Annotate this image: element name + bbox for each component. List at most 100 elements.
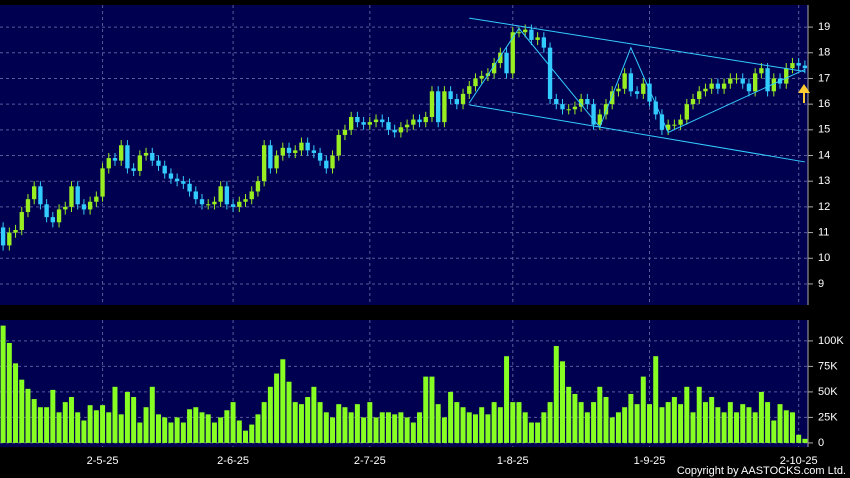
y-tick-label: 9 [818, 278, 824, 290]
x-tick-label: 2-7-25 [354, 455, 386, 467]
candle-body [243, 199, 248, 202]
x-tick-label: 2-10-25 [780, 455, 818, 467]
volume-bar [261, 402, 267, 443]
volume-bar [311, 386, 317, 443]
candle-body [771, 78, 776, 92]
volume-bar [435, 404, 441, 443]
candle-body [7, 232, 12, 246]
volume-bar [100, 405, 106, 443]
candle-body [63, 206, 68, 210]
volume-bar [230, 402, 236, 443]
candle-body [653, 101, 658, 115]
volume-bar [274, 373, 280, 443]
volume-bar [479, 407, 485, 443]
candle-body [572, 106, 578, 110]
candle-body [94, 196, 99, 202]
candle-body [541, 37, 547, 48]
volume-bar [342, 407, 348, 443]
candle-body [13, 230, 18, 233]
volume-bar [0, 325, 6, 443]
candle-body [523, 29, 528, 33]
volume-bar [112, 386, 118, 443]
volume-bar [535, 422, 541, 443]
candle-body [193, 191, 198, 200]
volume-bar [180, 422, 186, 443]
volume-bar [628, 393, 634, 443]
volume-bar [305, 397, 311, 443]
candle-body [174, 178, 180, 182]
volume-bar [640, 376, 646, 443]
candle-body [510, 32, 515, 74]
candle-body [647, 83, 652, 102]
candle-body [143, 152, 149, 156]
candle-body [417, 119, 422, 123]
y-tick-label: 10 [818, 252, 830, 264]
candle-body [560, 104, 565, 110]
candle-body [759, 68, 764, 74]
volume-bar [243, 430, 248, 443]
volume-bar [603, 397, 609, 443]
volume-bar [615, 412, 621, 443]
volume-bar [553, 346, 559, 443]
candle-body [659, 114, 665, 130]
candle-body [230, 204, 236, 207]
volume-bar [106, 412, 112, 443]
volume-bar [330, 417, 336, 443]
candle-body [404, 124, 410, 128]
candle-body [610, 91, 615, 105]
candle-body [150, 152, 155, 161]
candle-body [212, 201, 217, 205]
candle-body [386, 122, 391, 130]
volume-bar [199, 412, 205, 443]
candle-body [473, 78, 478, 87]
candle-body [634, 91, 640, 94]
candle-body [740, 78, 745, 84]
volume-bar [19, 379, 25, 443]
candle-body [684, 104, 689, 120]
candle-body [81, 204, 87, 210]
volume-bar [379, 412, 385, 443]
candle-body [566, 109, 571, 111]
candle-body [293, 150, 298, 153]
volume-bar [162, 417, 168, 443]
volume-bar [510, 402, 516, 443]
candle-body [491, 63, 497, 74]
volume-bar [734, 412, 740, 443]
volume-bar [224, 410, 230, 443]
volume-bar [87, 405, 93, 443]
candle-body [678, 119, 683, 125]
candle-body [330, 155, 335, 169]
volume-bar [696, 386, 702, 443]
volume-bar [267, 386, 273, 443]
candle-body [436, 91, 441, 123]
candle-body [255, 181, 261, 192]
volume-bar [584, 412, 590, 443]
volume-bar [752, 412, 758, 443]
volume-bar [796, 434, 802, 443]
volume-bar [174, 417, 180, 443]
candle-body [0, 227, 6, 246]
volume-bar [205, 414, 211, 443]
volume-bar [137, 422, 143, 443]
volume-bar [572, 393, 578, 443]
volume-bar [441, 417, 447, 443]
candle-body [547, 47, 553, 100]
volume-bar [81, 420, 87, 443]
candle-body [75, 186, 80, 205]
candle-body [32, 186, 37, 200]
candle-body [131, 168, 136, 171]
candle-body [591, 104, 596, 125]
volume-bar [211, 422, 217, 443]
candle-body [249, 191, 254, 200]
candle-body [728, 78, 733, 84]
candle-body [721, 83, 727, 89]
volume-bar [417, 412, 423, 443]
candle-body [156, 160, 161, 166]
candle-body [50, 217, 56, 223]
volume-bar [802, 438, 808, 443]
volume-bar [354, 404, 360, 443]
candle-body [448, 91, 453, 100]
volume-bar [765, 402, 771, 443]
candle-body [224, 186, 230, 205]
volume-bar [37, 407, 43, 443]
